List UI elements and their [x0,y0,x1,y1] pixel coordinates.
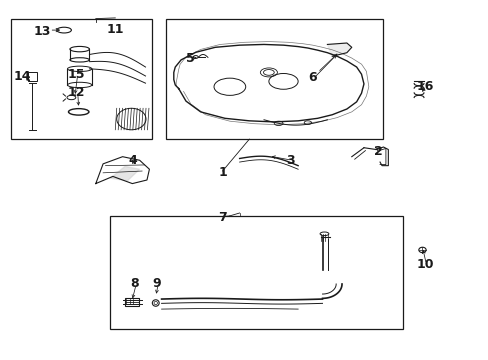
Bar [28,72,37,81]
Text: 5: 5 [186,51,195,64]
Text: 13: 13 [33,25,51,38]
Text: 15: 15 [67,68,85,81]
Text: 12: 12 [67,86,85,99]
Text: 1: 1 [218,166,226,179]
Text: 2: 2 [373,145,382,158]
Text: 14: 14 [14,69,31,82]
Text: 3: 3 [286,154,295,167]
Text: 10: 10 [415,258,433,271]
Polygon shape [327,43,351,56]
Polygon shape [110,166,140,181]
Text: 9: 9 [152,278,161,291]
Text: 4: 4 [128,154,137,167]
Text: 7: 7 [218,211,226,224]
Text: 16: 16 [415,80,433,93]
Bar [125,298,139,306]
Text: 11: 11 [106,23,124,36]
Text: 8: 8 [130,278,139,291]
Text: 6: 6 [308,71,316,84]
